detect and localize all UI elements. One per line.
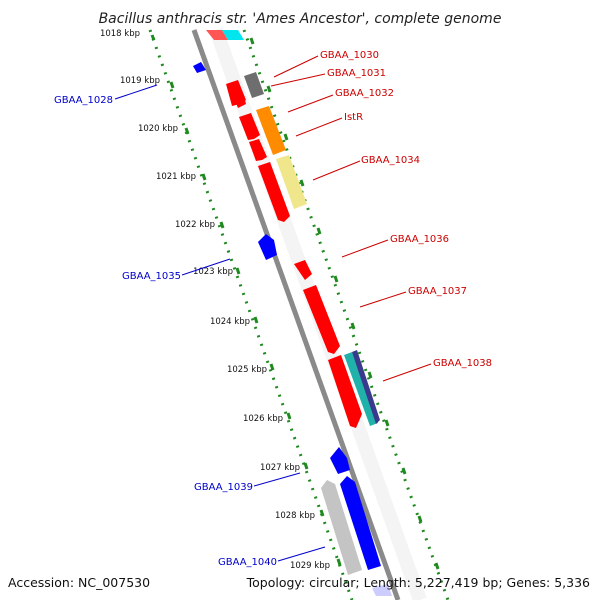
leader-lines-left xyxy=(114,84,326,562)
kbp-label: 1018 kbp xyxy=(100,29,140,39)
gene-labels-right: GBAA_1030 GBAA_1031 GBAA_1032 IstR GBAA_… xyxy=(320,50,492,369)
gene-arrow-istr[interactable] xyxy=(256,106,286,155)
gene-label-gbaa-1035[interactable]: GBAA_1035 xyxy=(122,271,181,282)
backbone-line xyxy=(191,29,401,600)
accession-text: Accession: NC_007530 xyxy=(8,575,150,590)
ruler-ticks xyxy=(150,34,342,566)
gene-features xyxy=(193,30,392,596)
gene-arrow-bottom-lavender[interactable] xyxy=(372,584,392,596)
gene-label-gbaa-1031[interactable]: GBAA_1031 xyxy=(327,68,386,79)
gene-arrow-small-red[interactable] xyxy=(234,96,246,108)
gene-arrow-gbaa-1039[interactable] xyxy=(330,447,350,474)
kbp-label: 1024 kbp xyxy=(210,317,250,327)
gene-arrow-gbaa-1038-cyan[interactable] xyxy=(344,352,378,426)
kbp-ruler-dots xyxy=(148,29,354,600)
map-title: Bacillus anthracis str. 'Ames Ancestor',… xyxy=(99,11,502,27)
gene-label-gbaa-1039[interactable]: GBAA_1039 xyxy=(194,482,253,493)
gene-label-gbaa-1036[interactable]: GBAA_1036 xyxy=(390,234,449,245)
gene-label-gbaa-1032[interactable]: GBAA_1032 xyxy=(335,88,394,99)
gene-arrow-gbaa-1040-gray[interactable] xyxy=(321,480,362,575)
gene-arrow-gbaa-1038-red[interactable] xyxy=(328,355,362,428)
gene-label-gbaa-1038[interactable]: GBAA_1038 xyxy=(433,358,492,369)
kbp-label: 1029 kbp xyxy=(290,561,330,571)
gene-label-gbaa-1040[interactable]: GBAA_1040 xyxy=(218,557,277,568)
gene-arrow-gbaa-1031[interactable] xyxy=(244,72,264,98)
gene-arrow-red-b[interactable] xyxy=(249,139,267,161)
kbp-label: 1025 kbp xyxy=(227,365,267,375)
right-track-dots xyxy=(242,29,450,600)
topology-summary: Topology: circular; Length: 5,227,419 bp… xyxy=(246,575,590,590)
kbp-label: 1028 kbp xyxy=(275,511,315,521)
gene-arrow-gbaa-1040-blue[interactable] xyxy=(340,476,381,570)
gene-label-gbaa-1034[interactable]: GBAA_1034 xyxy=(361,155,420,166)
gene-arrow-top-red[interactable] xyxy=(206,30,228,40)
right-track-ticks xyxy=(249,37,440,570)
gene-arrow-top-cyan[interactable] xyxy=(222,30,244,40)
kbp-label: 1022 kbp xyxy=(175,220,215,230)
kbp-labels: 1018 kbp 1019 kbp 1020 kbp 1021 kbp 1022… xyxy=(100,29,330,571)
gene-arrow-gbaa-1034-red[interactable] xyxy=(258,162,290,222)
gene-label-istr[interactable]: IstR xyxy=(344,112,363,123)
kbp-label: 1023 kbp xyxy=(193,267,233,277)
gene-labels-left: GBAA_1028 GBAA_1035 GBAA_1039 GBAA_1040 xyxy=(54,95,277,568)
leader-lines-right xyxy=(270,55,432,382)
kbp-label: 1019 kbp xyxy=(120,76,160,86)
gene-arrow-gbaa-1037[interactable] xyxy=(303,285,340,354)
kbp-label: 1020 kbp xyxy=(138,124,178,134)
gene-arrow-gbaa-1035[interactable] xyxy=(258,234,277,260)
gene-label-gbaa-1028[interactable]: GBAA_1028 xyxy=(54,95,113,106)
kbp-label: 1021 kbp xyxy=(156,172,196,182)
kbp-label: 1027 kbp xyxy=(260,463,300,473)
gene-label-gbaa-1037[interactable]: GBAA_1037 xyxy=(408,286,467,297)
gene-arrow-gbaa-1028[interactable] xyxy=(193,62,206,73)
kbp-label: 1026 kbp xyxy=(243,414,283,424)
gene-arrow-gbaa-1036[interactable] xyxy=(294,260,312,280)
gene-arrow-gbaa-1038-navy[interactable] xyxy=(352,350,380,424)
gene-label-gbaa-1030[interactable]: GBAA_1030 xyxy=(320,50,379,61)
gene-arrow-gbaa-1032[interactable] xyxy=(239,113,260,140)
gene-arrow-gbaa-1034-khaki[interactable] xyxy=(276,155,307,209)
